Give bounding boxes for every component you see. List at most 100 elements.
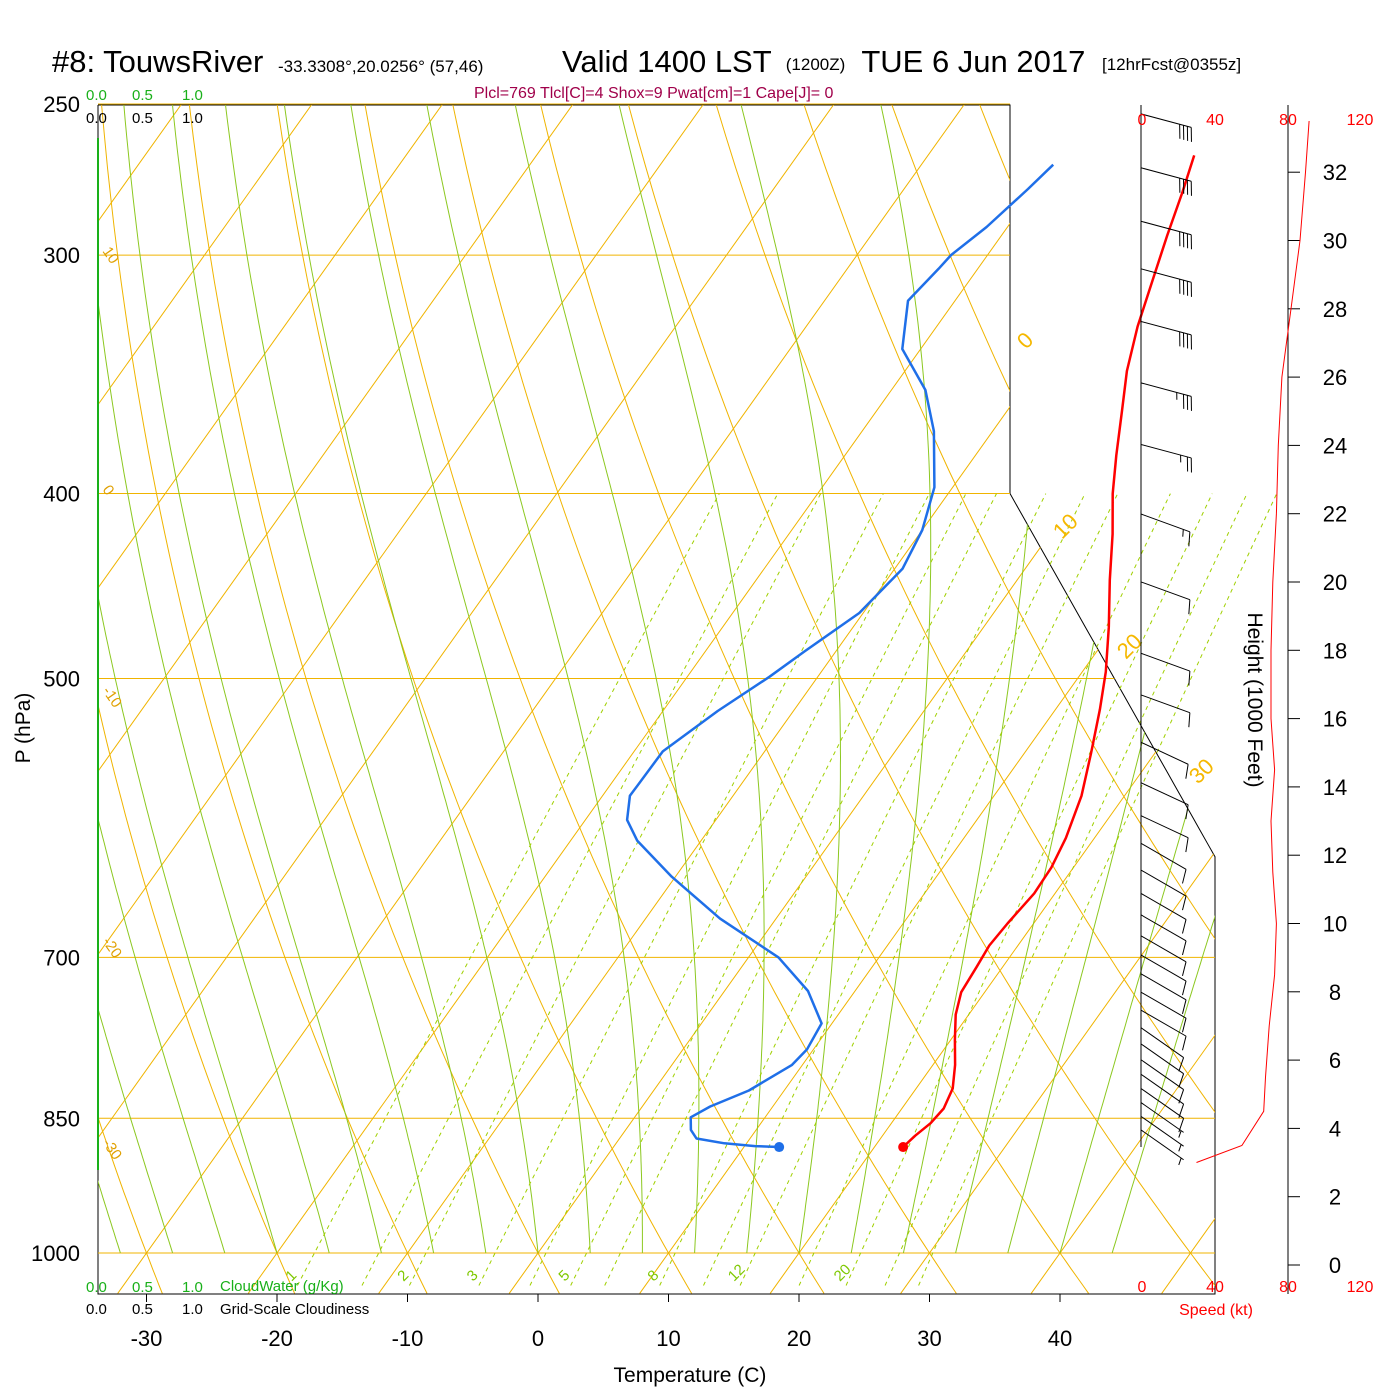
speed-scale-top: 0 40 80 120: [1138, 112, 1374, 129]
wind-barb: [1140, 1129, 1184, 1166]
moist-adiabat: [98, 105, 278, 1254]
wind-barb-staff: [1140, 694, 1191, 714]
wind-barbs: [1140, 105, 1192, 1166]
pressure-tick-400: 400: [43, 482, 80, 507]
dry-adiabat: [879, 105, 1215, 1294]
mixing-ratio-line: [703, 493, 1086, 1286]
cloud-top-green-2: 1.0: [182, 87, 203, 104]
speed-top-tick-1: 40: [1206, 112, 1224, 129]
speed-bottom-tick-2: 80: [1279, 1279, 1297, 1296]
temperature-surface-point: [898, 1142, 909, 1153]
dry-adiabat: [792, 105, 1215, 1294]
valid-date: TUE 6 Jun 2017: [861, 44, 1085, 79]
wind-barb: [1140, 935, 1187, 977]
wind-barb-staff: [1140, 320, 1192, 336]
mixing-ratio-label: 2: [394, 1267, 412, 1285]
moist-adiabat: [98, 105, 174, 1254]
speed-top-tick-0: 0: [1138, 112, 1147, 129]
pressure-tick-1000: 1000: [31, 1241, 80, 1266]
isotherm-label: 10: [1048, 509, 1083, 544]
mixing-ratio-label: 5: [555, 1267, 573, 1285]
stats-line: Plcl=769 Tlcl[C]=4 Shox=9 Pwat[cm]=1 Cap…: [474, 85, 834, 102]
moist-adiabat: [740, 105, 842, 1254]
dry-adiabat-label: 10: [99, 244, 122, 267]
isotherm-line: [98, 105, 443, 1294]
station-name: #8: TouwsRiver: [52, 44, 263, 79]
temperature-line: [902, 155, 1196, 1148]
wind-barb-staff: [1140, 935, 1187, 963]
height-tick-label: 18: [1323, 638, 1347, 663]
speed-bottom-tick-3: 120: [1347, 1279, 1374, 1296]
x-tick-label: -10: [392, 1326, 424, 1351]
speed-bottom-tick-0: 0: [1138, 1279, 1147, 1296]
speed-top-tick-3: 120: [1347, 112, 1374, 129]
wind-barb: [1140, 842, 1187, 884]
cloud-bottom-green-1: 0.5: [132, 1279, 153, 1296]
moist-adiabat: [426, 105, 643, 1253]
wind-barb: [1140, 1059, 1185, 1104]
wind-barb: [1140, 1102, 1184, 1138]
wind-barb-staff: [1140, 513, 1191, 533]
height-tick-label: 22: [1323, 502, 1347, 527]
isotherm-line: [639, 105, 1215, 1294]
x-tick-label: 40: [1048, 1326, 1072, 1351]
wind-barb-staff: [1140, 1043, 1184, 1075]
cloud-bottom-green-2: 1.0: [182, 1279, 203, 1296]
wind-barb-half: [1178, 1157, 1182, 1166]
wind-barb-full: [1182, 961, 1187, 977]
mixing-ratio-label: 3: [464, 1267, 482, 1285]
dry-adiabat: [1139, 105, 1215, 1294]
mixing-ratio-label: 8: [644, 1267, 662, 1285]
plot-frame-group: [97, 104, 1216, 1295]
wind-barb: [1140, 1009, 1187, 1051]
wind-barb: [1140, 1115, 1184, 1152]
height-tick-label: 24: [1323, 433, 1347, 458]
mixing-ratio-label: 20: [831, 1261, 855, 1285]
wind-barb: [1140, 1088, 1185, 1133]
station-title: #8: TouwsRiver -33.3308°,20.0256° (57,46…: [52, 44, 483, 79]
forecast-info: [12hrFcst@0355z]: [1102, 55, 1241, 74]
moist-adiabat: [1111, 105, 1215, 1254]
valid-time-title: Valid 1400 LST (1200Z) TUE 6 Jun 2017 [1…: [562, 42, 1241, 79]
dry-adiabat: [618, 105, 1215, 1294]
wind-barb: [1140, 741, 1189, 779]
dry-adiabat-label: 0: [99, 482, 118, 499]
wind-barb: [1140, 581, 1191, 615]
height-tick-label: 2: [1329, 1185, 1341, 1210]
cloud-bottom-black-0: 0.0: [86, 1301, 107, 1318]
dewpoint-surface-point: [774, 1142, 785, 1153]
dry-adiabat: [98, 105, 428, 1294]
moist-adiabat: [850, 105, 932, 1254]
moist-adiabat: [350, 105, 591, 1254]
cloudwater-label: CloudWater (g/Kg): [220, 1278, 344, 1295]
moist-adiabats: [98, 105, 1215, 1254]
wind-barb: [1140, 892, 1187, 934]
isotherm-line: [98, 105, 313, 1294]
wind-barb-staff: [1140, 815, 1189, 839]
wind-barb: [1140, 113, 1192, 142]
height-tick-label: 16: [1323, 707, 1347, 732]
station-coords: -33.3308°,20.0256° (57,46): [278, 57, 483, 76]
dry-adiabat: [532, 105, 1090, 1294]
wind-barb-staff: [1140, 220, 1192, 236]
moist-adiabat: [283, 105, 539, 1254]
wind-barb-full: [1185, 764, 1189, 779]
moist-adiabat: [618, 105, 765, 1254]
dry-adiabat: [271, 105, 693, 1294]
sounding-profiles: [625, 155, 1196, 1153]
wind-barb: [1140, 1043, 1185, 1088]
mixing-ratio-line: [478, 493, 884, 1286]
height-tick-label: 28: [1323, 297, 1347, 322]
wind-barb-staff: [1140, 1102, 1184, 1133]
height-tick-label: 20: [1323, 570, 1347, 595]
wind-barb: [1140, 914, 1187, 956]
wind-barb-staff: [1140, 581, 1191, 601]
wind-barb: [1140, 513, 1191, 547]
pressure-tick-300: 300: [43, 243, 80, 268]
isotherm-line: [117, 105, 965, 1294]
wind-barb-full: [1178, 1073, 1185, 1088]
wind-barb: [1140, 991, 1187, 1033]
wind-barb-staff: [1140, 113, 1192, 128]
wind-barb: [1140, 973, 1187, 1015]
